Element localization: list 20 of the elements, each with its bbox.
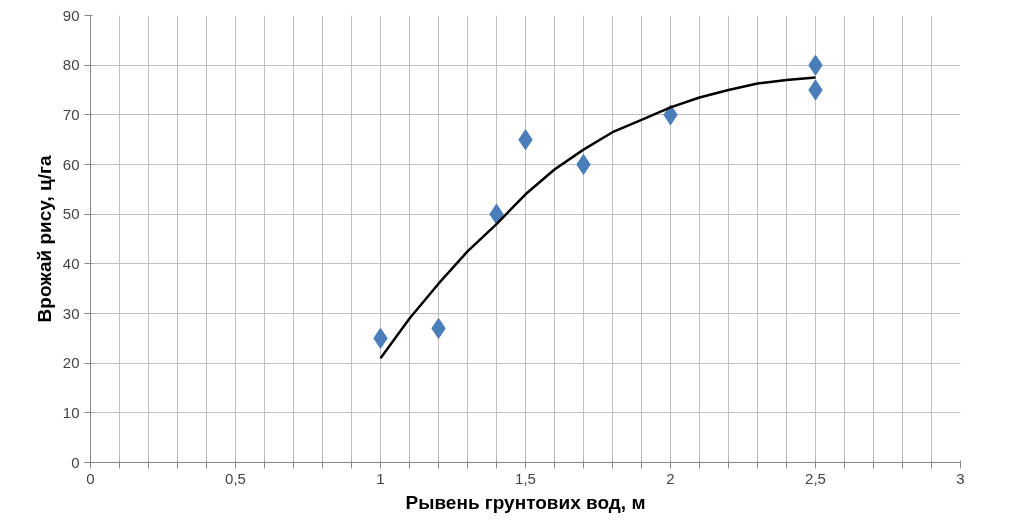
y-tick-label: 60 [62,155,80,173]
y-tick-label: 10 [62,403,80,421]
y-tick-label: 90 [62,6,80,24]
x-axis-title: Рывень грунтових вод, м [405,491,646,513]
x-tick-label: 0,5 [225,469,246,487]
x-tick-label: 0 [86,469,95,487]
x-tick-label: 2 [666,469,675,487]
y-tick-label: 40 [62,254,80,272]
y-tick-label: 0 [71,453,80,471]
x-tick-label: 1 [376,469,385,487]
x-tick-label: 1,5 [515,469,536,487]
y-tick-label: 30 [62,304,80,322]
y-tick-label: 80 [62,56,80,74]
y-tick-label: 50 [62,205,80,223]
point [576,154,591,175]
x-tick-label: 2,5 [805,469,826,487]
x-tick-label: 3 [956,469,965,487]
y-axis-title: Врожай рису, ц/га [33,155,55,323]
y-tick-label: 20 [62,354,80,372]
y-tick-label: 70 [62,105,80,123]
